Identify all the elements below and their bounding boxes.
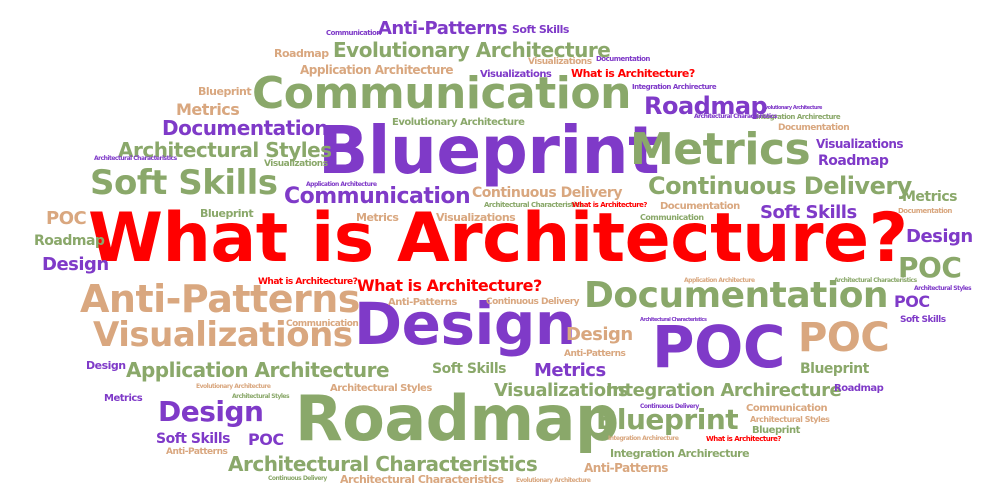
word-evolutionary-architecture-left-tiny: Evolutionary Architecture [196,383,271,390]
word-what-is-architecture-main: What is Architecture? [88,199,908,278]
word-metrics-medium: Metrics [534,360,606,381]
word-blueprint-small-right-2: Blueprint [752,425,800,436]
word-soft-skills-medium: Soft Skills [760,202,857,223]
word-continuous-delivery-medium: Continuous Delivery [648,172,912,200]
word-blueprint-small-right: Blueprint [800,361,869,377]
word-architectural-characteristics-medium: Architectural Characteristics [228,452,538,476]
word-visualizations-small-top: Visualizations [528,57,592,67]
word-visualizations-large: Visualizations [93,315,353,355]
word-integration-archirecture-top: Integration Archirecture [632,83,717,91]
word-documentation-mid-small: Documentation [660,201,740,212]
word-evolutionary-architecture-bottom-tiny: Evolutionary Architecture [516,477,591,484]
word-architectural-styles-medium: Architectural Styles [118,138,332,162]
word-design-small-left: Design [86,359,126,372]
word-poc-right-small: POC [894,292,930,311]
word-metrics-right: Metrics [902,189,957,205]
word-continuous-delivery-tiny-bottom: Continuous Delivery [268,475,327,482]
word-soft-skills-small-left: Soft Skills [156,431,230,447]
word-soft-skills-right-small: Soft Skills [900,315,946,325]
word-anti-patterns-small-left: Anti-Patterns [166,447,228,457]
word-communication-small-left: Communication [286,319,359,329]
word-roadmap-right: Roadmap [818,153,889,169]
word-anti-patterns-small-tan: Anti-Patterns [564,349,626,359]
word-blueprint-small-left: Blueprint [200,207,254,220]
word-poc-tan-large: POC [798,315,890,361]
word-architectural-styles-small-left: Architectural Styles [232,393,290,400]
word-continuous-delivery-mid: Continuous Delivery [472,185,622,201]
word-roadmap-top-left: Roadmap [274,47,329,60]
word-blueprint-medium: Blueprint [596,403,739,436]
word-what-is-architecture-top: What is Architecture? [571,67,695,80]
word-architectural-characteristics-right: Architectural Characteristics [694,113,777,120]
word-design-medium: Design [158,395,264,428]
word-blueprint-large: Blueprint [318,112,660,189]
word-architectural-characteristics-left: Architectural Characteristics [94,155,177,162]
word-soft-skills-large: Soft Skills [90,163,278,203]
word-roadmap-medium: Roadmap [644,92,768,120]
word-integration-archirecture-small: Integration Archirecture [610,447,750,460]
word-anti-patterns-small-mid: Anti-Patterns [388,297,457,308]
word-roadmap-large: Roadmap [295,382,619,455]
word-soft-skills-top: Soft Skills [512,23,569,36]
word-poc-green-medium: POC [898,251,962,284]
word-roadmap-small-right: Roadmap [834,383,884,394]
word-evolutionary-architecture-mid: Evolutionary Architecture [392,117,525,128]
word-documentation-right-tiny: Documentation [898,207,952,215]
word-visualizations-top: Visualizations [480,69,552,80]
word-integration-archirecture-tiny: Integration Archirecture [608,435,679,442]
word-architectural-characteristics-mid-tiny: Architectural Characteristics [640,317,707,323]
word-architectural-styles-right-small: Architectural Styles [750,415,830,424]
word-what-is-architecture-small-right: What is Architecture? [706,435,781,443]
word-communication-small-right: Communication [746,403,828,414]
word-visualizations-small-mid: Visualizations [436,211,516,224]
word-what-is-architecture-small-left: What is Architecture? [258,277,358,287]
word-documentation-medium: Documentation [162,116,329,140]
word-anti-patterns-top: Anti-Patterns [378,18,508,39]
word-evolutionary-architecture-medium: Evolutionary Architecture [333,38,611,62]
word-what-is-architecture-medium: What is Architecture? [357,276,542,295]
word-blueprint-left-small: Blueprint [198,85,252,98]
word-application-architecture-medium: Application Architecture [126,358,390,382]
word-communication-medium: Communication [284,184,471,209]
word-metrics-small-mid: Metrics [356,211,399,224]
word-poc-left: POC [46,208,87,229]
word-soft-skills-small-mid: Soft Skills [432,361,506,377]
word-poc-large: POC [652,313,785,381]
word-architectural-characteristics-right-tiny: Architectural Characteristics [834,277,917,284]
word-communication-tiny-top: Communication [326,29,381,37]
word-visualizations-integration: Visualizations [494,380,629,401]
word-communication-mid-small: Communication [640,213,704,222]
word-architectural-characteristics-mid: Architectural Characteristics [484,201,583,209]
word-documentation-large: Documentation [584,275,889,316]
word-architectural-characteristics-bottom: Architectural Characteristics [340,473,504,486]
word-application-architecture-top: Application Architecture [300,63,454,77]
word-anti-patterns-small-right: Anti-Patterns [584,461,668,475]
word-communication-large: Communication [252,68,631,119]
word-metrics-left: Metrics [176,100,240,119]
word-evolutionary-architecture-tiny: Evolutionary Architecture [762,105,822,111]
word-design-left: Design [42,254,109,275]
word-poc-small: POC [248,430,284,449]
word-application-architecture-tiny: Application Architecture [306,181,377,188]
word-what-is-architecture-small-mid: What is Architecture? [572,201,647,209]
word-metrics-small-left: Metrics [104,393,143,404]
word-continuous-delivery-small-right: Continuous Delivery [640,403,699,410]
word-documentation-tiny-top: Documentation [596,55,650,63]
word-application-architecture-right: Application Architecture [684,277,755,284]
word-architectural-styles-right: Architectural Styles [914,285,972,292]
word-anti-patterns-large: Anti-Patterns [80,277,360,321]
word-design-large: Design [354,290,576,358]
word-visualizations-right: Visualizations [816,137,904,151]
word-continuous-delivery-small-mid: Continuous Delivery [486,297,580,307]
word-integration-archirecture-right: Integration Archirecture [756,113,841,121]
word-visualizations-mid-left: Visualizations [264,159,328,169]
word-design-tan: Design [566,324,633,345]
word-documentation-right-small: Documentation [778,123,850,133]
word-architectural-styles-mid: Architectural Styles [330,383,432,394]
word-design-right: Design [906,226,973,247]
word-roadmap-left: Roadmap [34,233,105,249]
word-metrics-large: Metrics [630,124,811,175]
word-integration-archirecture-medium: Integration Archirecture [606,380,842,401]
